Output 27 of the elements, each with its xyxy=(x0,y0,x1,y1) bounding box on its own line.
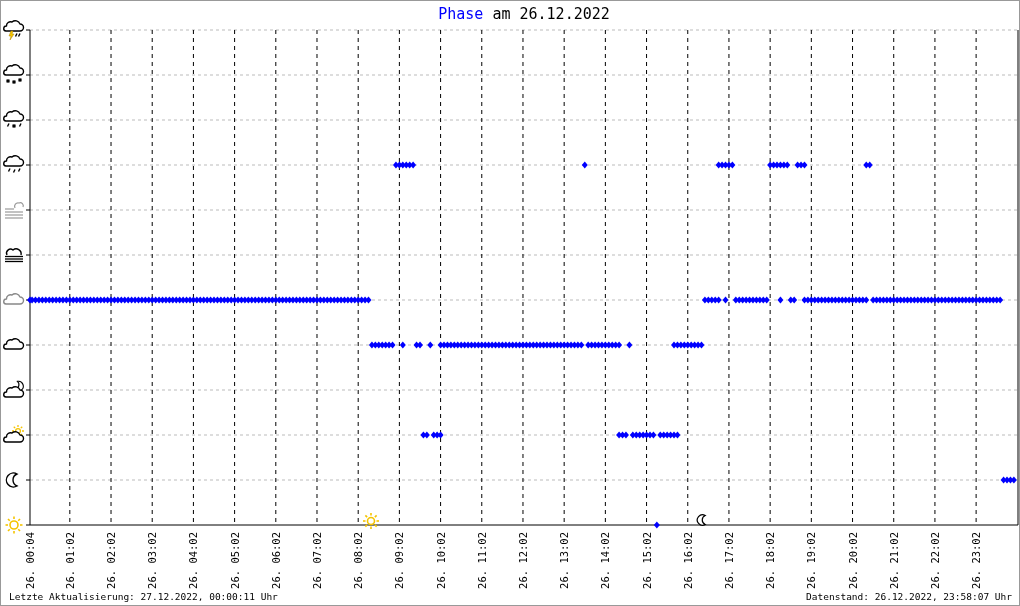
x-tick-label: 26. 05:02 xyxy=(228,532,241,589)
text: Letzte Aktualisierung: 27.12.2022, 00:00:11 Uhr xyxy=(9,591,279,602)
x-tick-label: 26. 00:04 xyxy=(24,532,36,589)
x-tick-label: 26. 19:02 xyxy=(805,532,818,589)
x-tick-label: 26. 10:02 xyxy=(434,532,447,589)
x-tick-label: 26. 08:02 xyxy=(352,532,365,589)
x-tick-label: 26. 07:02 xyxy=(310,532,323,589)
x-tick-label: 26. 06:02 xyxy=(269,532,282,589)
x-tick-label: 26. 14:02 xyxy=(599,532,612,589)
x-tick-label: 26. 16:02 xyxy=(681,532,694,589)
x-tick-label: 26. 01:02 xyxy=(63,532,76,589)
text: Datenstand: 26.12.2022, 23:58:07 Uhr xyxy=(806,591,1013,602)
x-tick-label: 26. 02:02 xyxy=(105,532,118,589)
x-tick-label: 26. 18:02 xyxy=(764,532,777,589)
x-tick-label: 26. 20:02 xyxy=(846,532,859,589)
x-tick-label: 26. 12:02 xyxy=(516,532,529,589)
x-tick-label: 26. 21:02 xyxy=(887,532,900,589)
x-tick-label: 26. 22:02 xyxy=(928,532,941,589)
x-tick-label: 26. 23:02 xyxy=(970,532,983,589)
x-tick-label: 26. 11:02 xyxy=(475,532,488,589)
x-tick-label: 26. 04:02 xyxy=(187,532,200,589)
x-tick-label: 26. 09:02 xyxy=(393,532,406,589)
x-tick-label: 26. 03:02 xyxy=(146,532,159,589)
x-tick-label: 26. 13:02 xyxy=(558,532,571,589)
chart-title: Phase am 26.12.2022 xyxy=(438,5,610,23)
x-tick-label: 26. 15:02 xyxy=(640,532,653,589)
x-tick-label: 26. 17:02 xyxy=(722,532,735,589)
